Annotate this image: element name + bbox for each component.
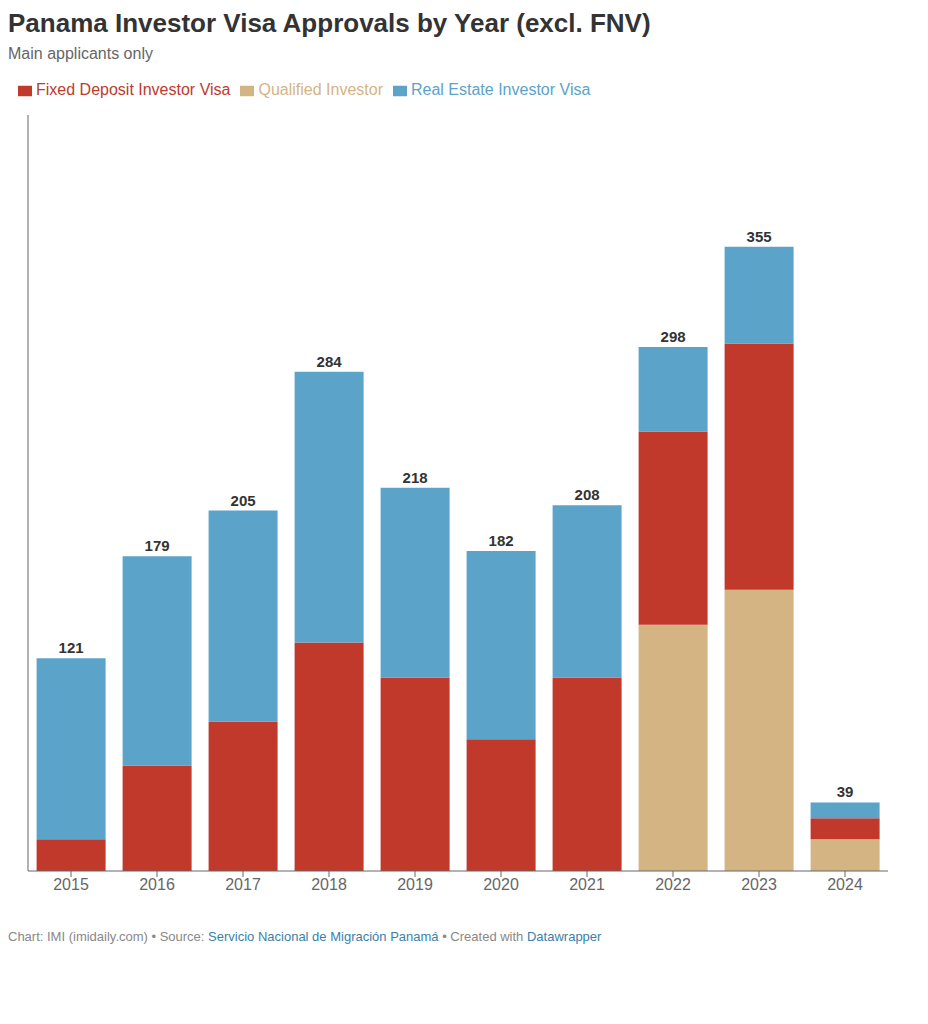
html-text:Main applicants only: Main applicants only	[8, 45, 153, 62]
svg-text:2024: 2024	[827, 876, 863, 893]
svg-text:2023: 2023	[741, 876, 777, 893]
svg-text:284: 284	[317, 353, 343, 370]
svg-text:2016: 2016	[139, 876, 175, 893]
svg-text:208: 208	[575, 486, 600, 503]
svg-text:39: 39	[837, 783, 854, 800]
svg-text:121: 121	[59, 639, 84, 656]
svg-text:2018: 2018	[311, 876, 347, 893]
svg-text:218: 218	[403, 469, 428, 486]
svg-text:182: 182	[489, 532, 514, 549]
svg-text:298: 298	[661, 328, 686, 345]
html-text:Chart: IMI (imidaily.com) • So: Chart: IMI (imidaily.com) • Source: Serv…	[8, 929, 602, 944]
html-text:Real Estate Investor Visa: Real Estate Investor Visa	[411, 81, 591, 98]
html-text:Fixed Deposit Investor Visa: Fixed Deposit Investor Visa	[36, 81, 231, 98]
html-text:Qualified Investor: Qualified Investor	[258, 81, 383, 98]
svg-text:179: 179	[145, 537, 170, 554]
svg-text:2019: 2019	[397, 876, 433, 893]
svg-text:205: 205	[231, 492, 256, 509]
svg-text:2020: 2020	[483, 876, 519, 893]
svg-text:355: 355	[747, 228, 772, 245]
svg-text:2017: 2017	[225, 876, 261, 893]
svg-text:2022: 2022	[655, 876, 691, 893]
svg-text:2015: 2015	[53, 876, 89, 893]
svg-text:2021: 2021	[569, 876, 605, 893]
html-text:Panama Investor Visa Approvals: Panama Investor Visa Approvals by Year (…	[8, 8, 651, 38]
